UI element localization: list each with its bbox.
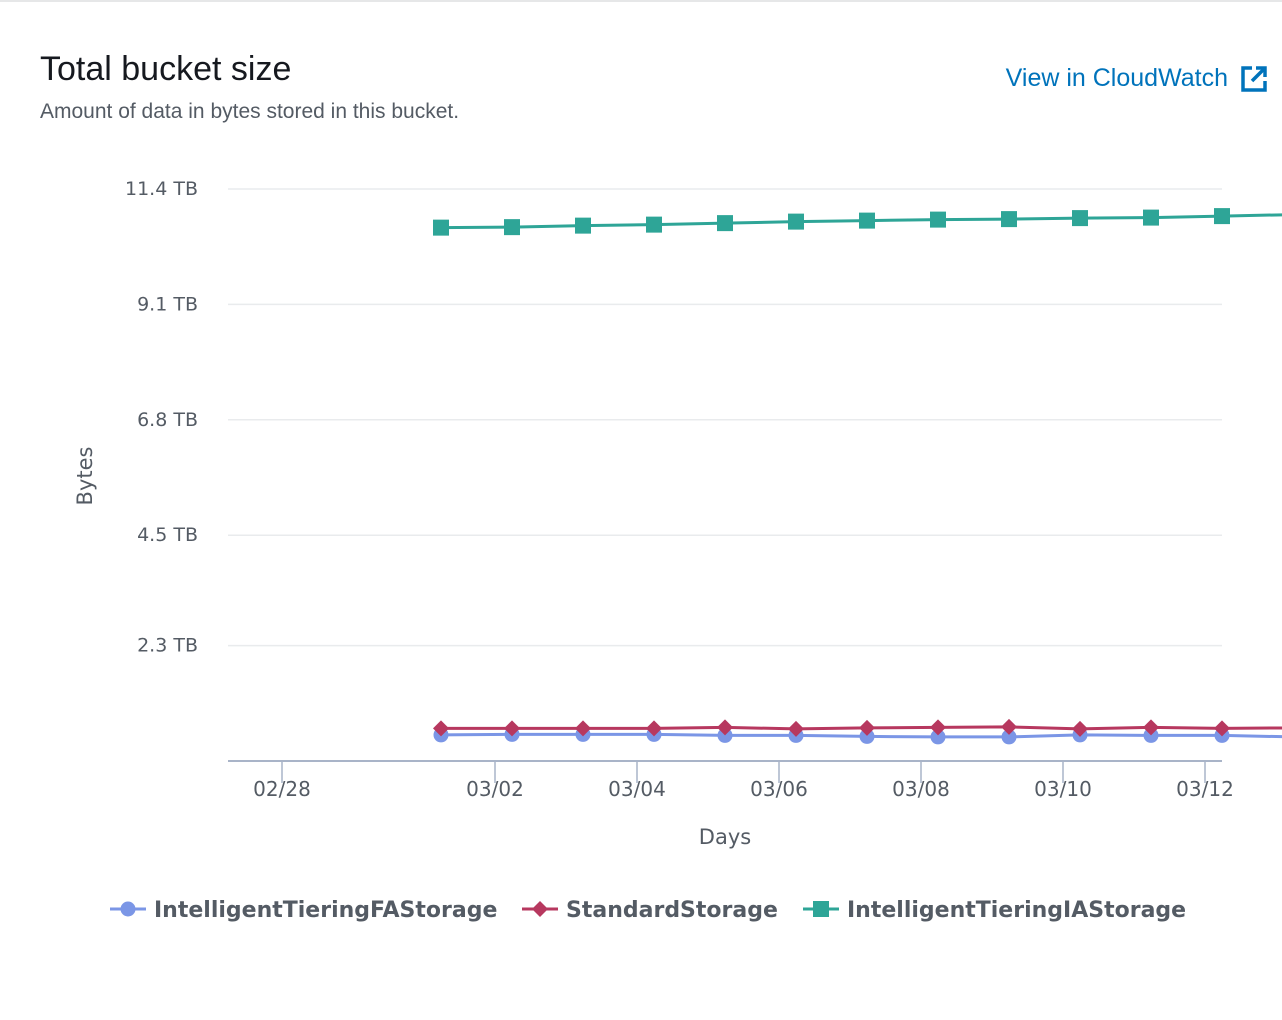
data-point-intelligenttieringiastorage xyxy=(717,215,733,232)
data-point-standardstorage xyxy=(930,719,946,736)
x-tick-label: 03/02 xyxy=(466,777,524,801)
data-point-intelligenttieringiastorage xyxy=(1214,208,1230,225)
y-tick-label: 9.1 TB xyxy=(137,293,198,315)
data-point-intelligenttieringfastorage xyxy=(859,728,875,744)
data-point-standardstorage xyxy=(504,720,520,737)
data-point-intelligenttieringiastorage xyxy=(930,211,946,228)
legend-label: StandardStorage xyxy=(566,898,778,923)
data-point-standardstorage xyxy=(1143,719,1159,736)
data-point-standardstorage xyxy=(1214,720,1230,737)
x-tick-label: 03/08 xyxy=(892,777,950,801)
data-point-standardstorage xyxy=(433,720,449,737)
data-point-intelligenttieringiastorage xyxy=(433,219,449,236)
legend-marker xyxy=(532,901,548,917)
x-tick-label: 03/06 xyxy=(750,777,808,801)
view-in-cloudwatch-label: View in CloudWatch xyxy=(1005,64,1228,92)
legend-marker xyxy=(120,901,136,917)
data-point-standardstorage xyxy=(859,719,875,736)
legend-label: IntelligentTieringIAStorage xyxy=(847,898,1186,923)
data-point-intelligenttieringiastorage xyxy=(788,213,804,230)
x-axis-title: Days xyxy=(699,825,751,849)
y-tick-label: 6.8 TB xyxy=(137,409,198,431)
data-point-standardstorage xyxy=(1072,720,1088,737)
legend-marker xyxy=(813,901,829,917)
x-tick-label: 03/10 xyxy=(1034,777,1092,801)
data-point-intelligenttieringfastorage xyxy=(1143,727,1159,743)
data-point-intelligenttieringiastorage xyxy=(504,219,520,236)
page-title: Total bucket size xyxy=(40,50,292,88)
data-point-standardstorage xyxy=(646,720,662,737)
data-point-intelligenttieringiastorage xyxy=(575,217,591,234)
data-point-standardstorage xyxy=(1001,718,1017,735)
x-tick-label: 03/04 xyxy=(608,777,666,801)
x-tick-label: 02/28 xyxy=(253,777,311,801)
data-point-standardstorage xyxy=(788,720,804,737)
x-tick-label: 03/12 xyxy=(1176,777,1234,801)
data-point-intelligenttieringiastorage xyxy=(1072,210,1088,227)
data-point-intelligenttieringiastorage xyxy=(1143,209,1159,226)
data-point-standardstorage xyxy=(717,719,733,736)
data-point-intelligenttieringiastorage xyxy=(859,212,875,229)
top-divider xyxy=(0,0,1282,2)
y-axis-title: Bytes xyxy=(73,447,97,506)
legend-label: IntelligentTieringFAStorage xyxy=(154,898,497,923)
view-in-cloudwatch-link[interactable]: View in CloudWatch xyxy=(1006,64,1268,93)
data-point-standardstorage xyxy=(575,720,591,737)
data-point-intelligenttieringfastorage xyxy=(717,727,733,743)
data-point-intelligenttieringiastorage xyxy=(1001,211,1017,228)
page-subtitle: Amount of data in bytes stored in this b… xyxy=(40,100,460,123)
data-point-intelligenttieringfastorage xyxy=(930,729,946,745)
data-point-intelligenttieringfastorage xyxy=(1001,729,1017,745)
y-tick-label: 2.3 TB xyxy=(137,635,198,657)
external-link-icon xyxy=(1240,65,1268,93)
y-tick-label: 11.4 TB xyxy=(125,178,198,200)
data-point-intelligenttieringiastorage xyxy=(646,216,662,233)
y-tick-label: 4.5 TB xyxy=(137,524,198,546)
